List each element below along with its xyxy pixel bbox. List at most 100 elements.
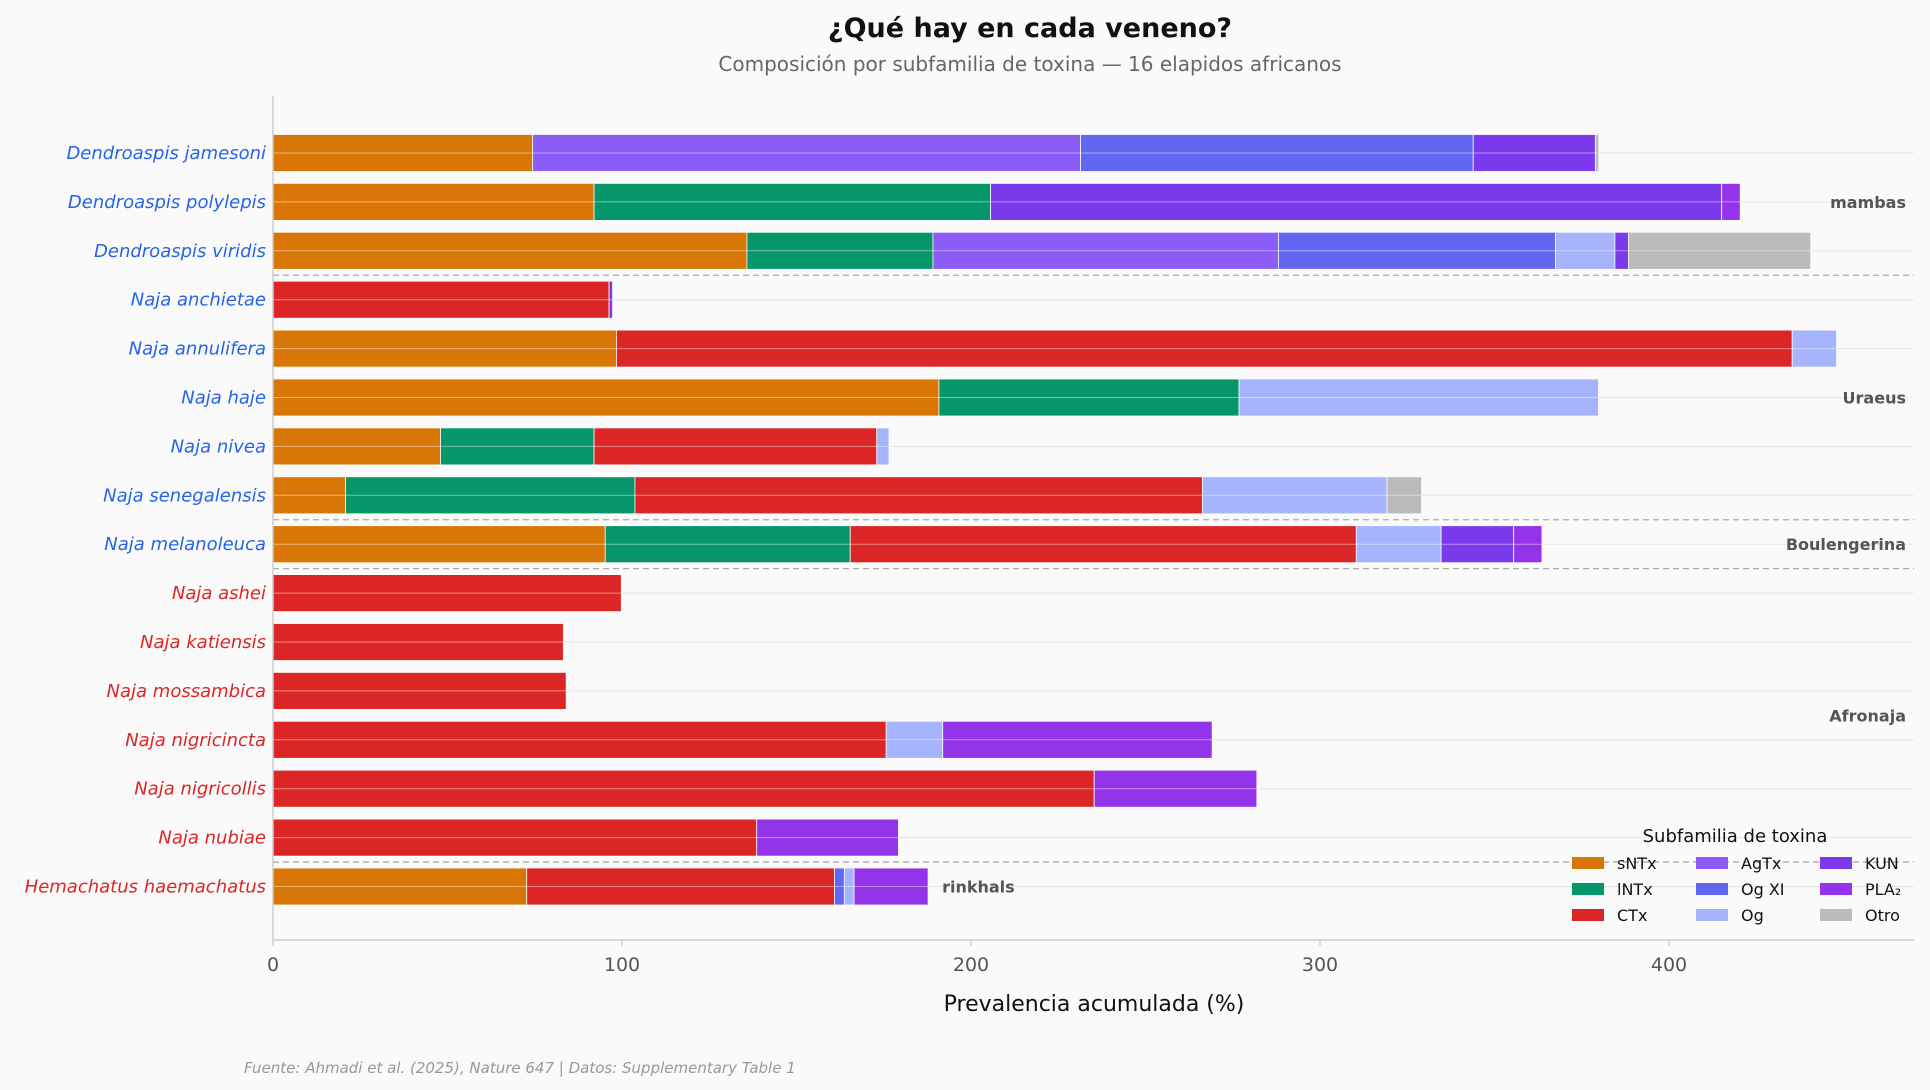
y-tick-label: Naja senegalensis [103, 485, 266, 506]
bar-segment-og [876, 427, 890, 466]
bar-segment-og [1201, 476, 1388, 515]
y-tick-label: Naja mossambica [107, 681, 266, 702]
bar-segment-otro [1594, 134, 1600, 172]
x-axis-ticks: 0 100 200 300 400 [267, 940, 1687, 976]
x-tick-label: 200 [953, 954, 989, 976]
y-tick-label: Naja nigricollis [134, 779, 266, 800]
bar-segment-ctx [272, 769, 1095, 808]
bar-segment-agtx [532, 134, 1081, 172]
legend-label: PLA₂ [1865, 880, 1901, 899]
bar-segment-og-xi [1278, 231, 1556, 270]
bar-segment-ctx [272, 818, 758, 857]
footer-source: Fuente: Ahmadi et al. (2025), Nature 647… [244, 1059, 796, 1077]
group-labels: mambas Uraeus Boulengerina Afronaja rinkhals [942, 193, 1906, 897]
bar-segment-sntx [272, 134, 534, 172]
bar-segment-sntx [272, 525, 606, 564]
legend-swatch [1820, 883, 1852, 895]
legend-label: Og XI [1741, 880, 1785, 899]
y-tick-label: Naja nigricincta [125, 730, 266, 751]
x-tick-label: 300 [1302, 954, 1338, 976]
bar-segment-lntx [345, 476, 636, 515]
bar-segment-ctx [849, 525, 1357, 564]
group-separators [273, 274, 1914, 863]
legend-label: lNTx [1617, 880, 1653, 899]
x-tick-label: 0 [267, 954, 279, 976]
legend-item: sNTx [1572, 854, 1657, 873]
legend-label: AgTx [1741, 854, 1781, 873]
bar-segment-lntx [746, 231, 934, 270]
y-axis-labels: Dendroaspis jamesoni Dendroaspis polylepi… [25, 143, 266, 898]
legend-swatch [1572, 909, 1604, 921]
legend-item: Og XI [1696, 880, 1785, 899]
bar-segment-agtx [932, 231, 1279, 270]
legend-item: Og [1696, 906, 1764, 925]
chart-subtitle: Composición por subfamilia de toxina — 1… [718, 52, 1341, 76]
group-label: mambas [1830, 193, 1906, 212]
legend-swatch [1820, 857, 1852, 869]
bar-segment-otro [1628, 231, 1812, 270]
bar-segment-ctx [593, 427, 878, 466]
bar-segment-ctx [272, 280, 610, 319]
legend-label: Og [1741, 906, 1764, 925]
bar-segment-og [885, 720, 944, 759]
legend-item: Otro [1820, 906, 1900, 925]
legend-item: KUN [1820, 854, 1899, 873]
legend-swatch [1696, 883, 1728, 895]
y-tick-label: Naja katiensis [140, 632, 266, 653]
bar-segment-sntx [272, 427, 441, 466]
bar-segment-kun [990, 182, 1723, 221]
y-tick-label: Naja haje [181, 388, 266, 409]
y-tick-label: Naja annulifera [129, 339, 266, 360]
y-tick-label: Naja ashei [172, 583, 266, 604]
group-label: rinkhals [942, 878, 1015, 897]
bar-segment-og [1555, 231, 1616, 270]
legend-item: PLA₂ [1820, 880, 1901, 899]
bar-segment-og [1238, 378, 1599, 417]
legend-label: CTx [1617, 906, 1647, 925]
bar-segment-kun [1472, 134, 1596, 172]
y-tick-label: Dendroaspis polylepis [68, 192, 266, 213]
y-tick-label: Dendroaspis jamesoni [66, 143, 266, 164]
x-axis-label: Prevalencia acumulada (%) [944, 992, 1245, 1017]
bar-segment-ctx [272, 574, 622, 612]
group-label: Afronaja [1829, 706, 1906, 725]
x-tick-label: 100 [604, 954, 640, 976]
y-tick-label: Naja nubiae [158, 828, 266, 849]
bar-segment-og [1791, 329, 1837, 368]
legend-title: Subfamilia de toxina [1643, 826, 1828, 847]
legend-item: CTx [1572, 906, 1647, 925]
bar-segment-sntx [272, 867, 528, 906]
y-tick-label: Naja melanoleuca [104, 534, 266, 555]
legend-label: sNTx [1617, 854, 1657, 873]
legend-label: KUN [1865, 854, 1899, 873]
legend: Subfamilia de toxina sNTx lNTx CTx AgTx Og X… [1572, 826, 1901, 925]
chart-title: ¿Qué hay en cada veneno? [828, 13, 1232, 44]
bar-segment-ctx [526, 867, 835, 906]
bar-segment-ctx [272, 720, 887, 759]
group-label: Uraeus [1843, 389, 1906, 408]
bar-segment-pla- [942, 720, 1213, 759]
y-tick-label: Naja anchietae [131, 290, 266, 311]
y-tick-label: Dendroaspis viridis [94, 241, 266, 262]
bar-segment-ctx [272, 672, 567, 710]
x-tick-label: 400 [1651, 954, 1687, 976]
bar-segment-otro [1386, 476, 1422, 515]
group-label: Boulengerina [1786, 535, 1906, 554]
legend-swatch [1820, 909, 1852, 921]
bar-segment-pla- [1721, 182, 1741, 221]
bar-segment-pla- [853, 867, 929, 906]
legend-swatch [1696, 909, 1728, 921]
bar-segment-lntx [604, 525, 851, 564]
legend-swatch [1696, 857, 1728, 869]
bar-segment-ctx [272, 623, 564, 661]
legend-item: AgTx [1696, 854, 1781, 873]
bar-segment-kun [608, 280, 613, 319]
bars [272, 134, 1837, 906]
bar-segment-og-xi [1080, 134, 1474, 172]
legend-swatch [1572, 883, 1604, 895]
y-tick-label: Hemachatus haemachatus [25, 877, 266, 898]
legend-item: lNTx [1572, 880, 1653, 899]
bar-segment-ctx [616, 329, 1793, 368]
bar-segment-sntx [272, 378, 940, 417]
